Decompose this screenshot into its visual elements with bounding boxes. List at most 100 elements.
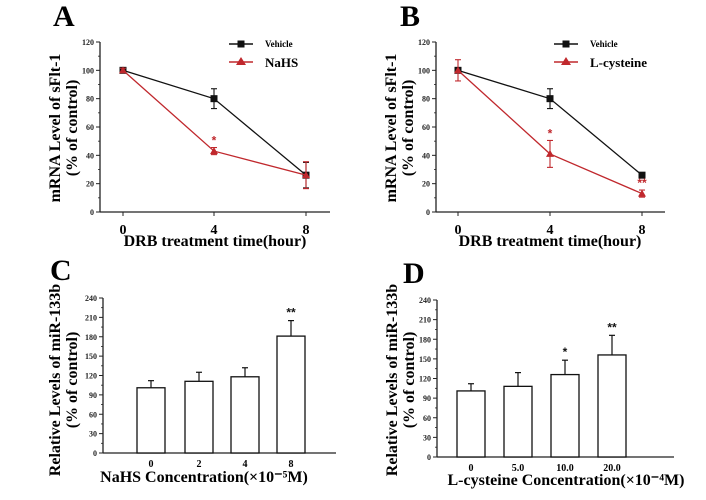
significance-mark: * [548, 126, 553, 140]
panel-letter: B [400, 0, 420, 33]
y-tick-label: 40 [86, 151, 94, 160]
y-tick-label: 90 [423, 394, 431, 403]
data-point-triangle [210, 147, 218, 155]
y-axis-label-line2: (% of control) [64, 80, 81, 177]
data-point-square [546, 95, 554, 103]
significance-mark: ** [637, 176, 647, 190]
x-tick-label: 20.0 [603, 463, 621, 474]
y-tick-label: 20 [422, 180, 430, 189]
x-tick-label: 0 [469, 463, 474, 474]
y-tick-label: 210 [85, 313, 97, 322]
y-tick-label: 120 [419, 375, 431, 384]
y-tick-label: 240 [419, 296, 431, 305]
y-tick-label: 150 [419, 355, 431, 364]
x-tick-label: 8 [289, 459, 294, 470]
y-axis-label: Relative Levels of miR-133b(% of control… [47, 284, 81, 477]
significance-mark: ** [286, 306, 296, 320]
bar [184, 380, 214, 454]
y-tick-label: 100 [418, 66, 430, 75]
y-axis-label: Relative Levels of miR-133b(% of control… [384, 284, 418, 477]
y-tick-label: 30 [89, 430, 97, 439]
data-point-triangle [454, 66, 462, 74]
x-axis-label: DRB treatment time(hour) [124, 233, 307, 250]
y-tick-label: 80 [422, 95, 430, 104]
y-axis-label: mRNA Level of sFlt-1(% of control) [383, 54, 417, 203]
x-tick-label: 8 [303, 223, 310, 238]
y-axis-label-line2: (% of control) [401, 332, 418, 429]
y-tick-label: 150 [85, 352, 97, 361]
y-tick-label: 30 [423, 433, 431, 442]
panel-letter: C [50, 254, 72, 287]
data-point-triangle [302, 171, 310, 179]
y-tick-label: 60 [89, 410, 97, 419]
series-nahs: * [119, 66, 310, 190]
y-tick-label: 0 [93, 449, 97, 458]
y-tick-label: 60 [86, 123, 94, 132]
y-axis-label-line1: Relative Levels of miR-133b [47, 284, 64, 477]
legend-label: NaHS [265, 55, 298, 70]
data-point-triangle [119, 66, 127, 74]
x-tick-label: 4 [547, 223, 554, 238]
bar [136, 387, 166, 454]
panel-letter: A [53, 0, 75, 33]
series-vehicle [119, 66, 310, 189]
y-tick-label: 60 [422, 123, 430, 132]
bar [503, 385, 533, 458]
y-tick-label: 120 [85, 372, 97, 381]
y-tick-label: 0 [427, 453, 431, 462]
y-tick-label: 0 [426, 208, 430, 217]
y-tick-label: 180 [419, 335, 431, 344]
legend-triangle-marker [236, 57, 246, 65]
x-tick-label: 10.0 [556, 463, 574, 474]
y-axis-label-line1: Relative Levels of miR-133b [384, 284, 401, 477]
x-axis-label: NaHS Concentration(×10⁻⁵M) [100, 469, 308, 486]
y-tick-label: 100 [82, 66, 94, 75]
y-tick-label: 60 [423, 414, 431, 423]
x-axis-label: DRB treatment time(hour) [459, 233, 642, 250]
y-tick-label: 20 [86, 180, 94, 189]
x-tick-label: 8 [639, 223, 646, 238]
y-tick-label: 240 [85, 294, 97, 303]
y-tick-label: 120 [82, 38, 94, 47]
x-tick-label: 0 [149, 459, 154, 470]
legend-square-marker [237, 40, 245, 48]
y-tick-label: 0 [90, 208, 94, 217]
legend-label: Vehicle [265, 39, 293, 49]
y-axis-label-line2: (% of control) [400, 80, 417, 177]
x-tick-label: 5.0 [512, 463, 525, 474]
series-l-cysteine: *** [454, 59, 647, 198]
y-tick-label: 80 [86, 95, 94, 104]
bar [456, 390, 486, 458]
x-tick-label: 2 [197, 459, 202, 470]
y-tick-label: 210 [419, 316, 431, 325]
y-tick-label: 120 [418, 38, 430, 47]
x-tick-label: 4 [211, 223, 218, 238]
significance-mark: ** [607, 320, 617, 334]
legend-label: Vehicle [590, 39, 618, 49]
data-point-triangle [546, 149, 554, 157]
series-line [122, 69, 307, 176]
significance-mark: * [212, 134, 217, 148]
data-point-square [638, 171, 646, 179]
significance-mark: * [563, 345, 568, 359]
y-tick-label: 90 [89, 391, 97, 400]
series-line [122, 69, 307, 176]
panel-letter: D [403, 257, 425, 290]
y-axis-label-line1: mRNA Level of sFlt-1 [47, 54, 64, 203]
x-tick-label: 4 [243, 459, 248, 470]
data-point-triangle [638, 189, 646, 197]
legend-label: L-cysteine [590, 55, 647, 70]
x-axis-label: L-cysteine Concentration(×10⁻⁴M) [448, 472, 685, 489]
legend-triangle-marker [561, 57, 571, 65]
legend-square-marker [562, 40, 570, 48]
bar [597, 354, 627, 458]
y-tick-label: 40 [422, 151, 430, 160]
y-axis-label-line1: mRNA Level of sFlt-1 [383, 54, 400, 203]
y-axis-label: mRNA Level of sFlt-1(% of control) [47, 54, 81, 203]
bar [230, 376, 260, 454]
